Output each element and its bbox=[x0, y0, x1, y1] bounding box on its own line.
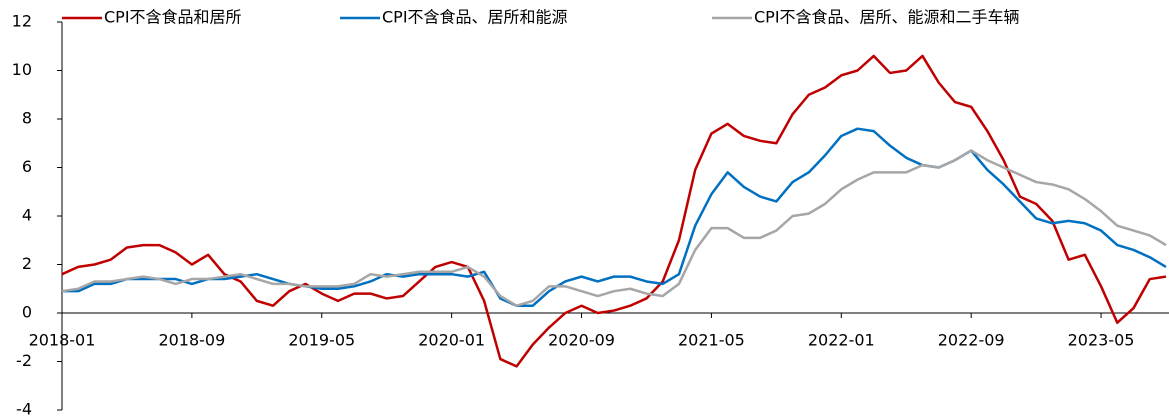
x-tick-label: 2018-09 bbox=[158, 331, 225, 350]
y-tick-label: 2 bbox=[22, 254, 32, 273]
y-tick-label: -4 bbox=[16, 400, 32, 419]
y-tick-label: 12 bbox=[12, 12, 32, 31]
x-tick-label: 2023-05 bbox=[1068, 331, 1135, 350]
legend-label: CPI不含食品、居所、能源和二手车辆 bbox=[754, 8, 1020, 27]
x-tick-label: 2020-09 bbox=[548, 331, 615, 350]
legend-label: CPI不含食品和居所 bbox=[104, 8, 242, 27]
y-tick-label: 8 bbox=[22, 109, 32, 128]
y-tick-label: 4 bbox=[22, 206, 32, 225]
y-tick-label: 6 bbox=[22, 157, 32, 176]
y-tick-label: 0 bbox=[22, 303, 32, 322]
x-tick-label: 2022-01 bbox=[808, 331, 875, 350]
x-tick-label: 2018-01 bbox=[29, 331, 96, 350]
x-tick-label: 2022-09 bbox=[938, 331, 1005, 350]
line-series bbox=[61, 149, 1167, 307]
legend-label: CPI不含食品、居所和能源 bbox=[382, 8, 568, 27]
y-tick-label: 10 bbox=[12, 60, 32, 79]
x-tick-label: 2019-05 bbox=[288, 331, 355, 350]
x-tick-label: 2020-01 bbox=[418, 331, 485, 350]
x-tick-label: 2021-05 bbox=[678, 331, 745, 350]
line-series bbox=[61, 54, 1167, 368]
y-tick-label: -2 bbox=[16, 351, 32, 370]
